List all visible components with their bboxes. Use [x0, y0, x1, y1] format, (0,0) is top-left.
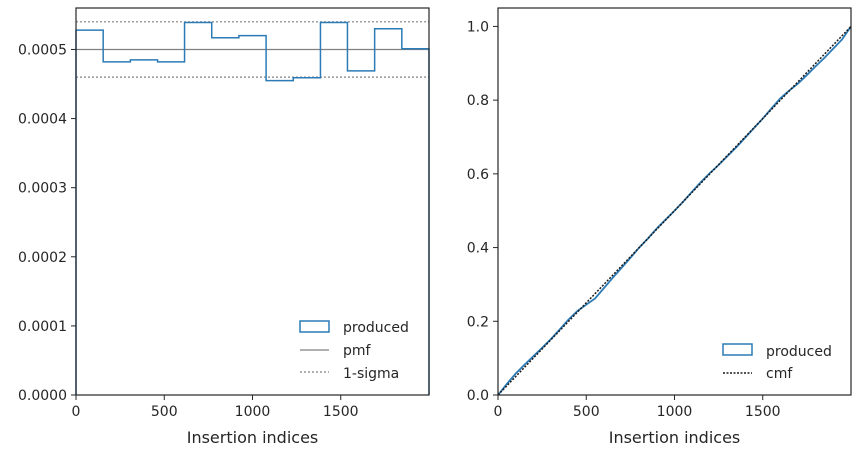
- left-0-xtick-label-2: 1000: [235, 404, 271, 420]
- cumulative-marks: [497, 25, 852, 396]
- cumulative-xlabel: Insertion indices: [609, 428, 741, 447]
- right-1-ytick-label-3: 0.6: [467, 167, 489, 183]
- right-1-ytick-label-0: 0.0: [467, 388, 489, 404]
- histogram-marks: [75, 21, 430, 395]
- right-1-xtick-label-0: 0: [494, 404, 503, 420]
- histogram-panel: 0 500 1000 1500 0.0000 0.0001 0.0002 0.0003 0.00…: [18, 7, 430, 447]
- legend-label-produced-right: produced: [766, 344, 832, 360]
- left-0-xtick-label-1: 500: [151, 404, 178, 420]
- left-0-ytick-label-4: 0.0004: [18, 112, 67, 128]
- right-1-xtick-label-3: 1500: [745, 404, 781, 420]
- left-0-ytick-label-3: 0.0003: [18, 181, 67, 197]
- produced-histogram-step: [75, 21, 430, 395]
- left-0-ytick-label-5: 0.0005: [18, 42, 67, 58]
- left-0-xtick-label-0: 0: [72, 404, 81, 420]
- left-0-ytick-label-1: 0.0001: [18, 319, 67, 335]
- legend-label-produced: produced: [343, 320, 409, 336]
- cumulative-ticks: 0 500 1000 1500 0.0 0.2 0.4 0.6 0.8 1.0: [467, 19, 781, 420]
- legend-label-1-sigma: 1-sigma: [343, 366, 399, 382]
- legend-label-pmf: pmf: [343, 343, 372, 359]
- cumulative-panel: 0 500 1000 1500 0.0 0.2 0.4 0.6 0.8 1.0 Insertion…: [467, 7, 852, 447]
- left-0-xtick-label-3: 1500: [323, 404, 359, 420]
- histogram-xlabel: Insertion indices: [187, 428, 319, 447]
- right-1-ytick-label-1: 0.2: [467, 314, 489, 330]
- right-1-ytick-label-4: 0.8: [467, 93, 489, 109]
- left-0-ytick-label-2: 0.0002: [18, 250, 67, 266]
- right-1-ytick-label-2: 0.4: [467, 241, 489, 257]
- legend-swatch-produced-right: [722, 343, 753, 356]
- right-1-xtick-label-2: 1000: [657, 404, 693, 420]
- left-0-ytick-label-0: 0.0000: [18, 388, 67, 404]
- right-1-ytick-label-5: 1.0: [467, 19, 489, 35]
- right-1-xtick-label-1: 500: [573, 404, 600, 420]
- histogram-legend: produced pmf 1-sigma: [299, 320, 409, 382]
- legend-label-cmf: cmf: [766, 366, 793, 382]
- cumulative-legend: produced cmf: [722, 343, 832, 382]
- legend-swatch-produced: [299, 320, 330, 333]
- histogram-ticks: 0 500 1000 1500 0.0000 0.0001 0.0002 0.0003 0.00…: [18, 42, 359, 420]
- cmf-line: [497, 25, 852, 396]
